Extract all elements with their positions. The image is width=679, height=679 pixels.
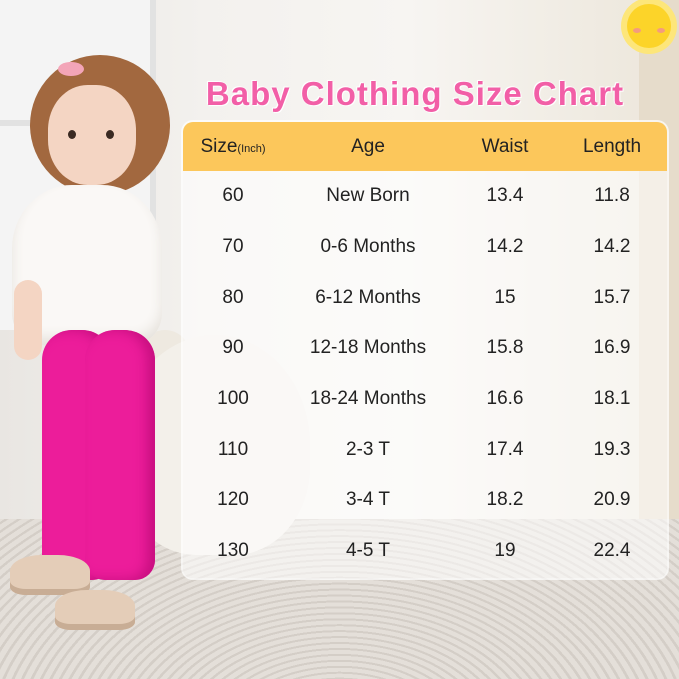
chart-title: Baby Clothing Size Chart [205, 75, 625, 112]
cell-length: 19.3 [593, 438, 631, 460]
cell-waist: 17.4 [486, 438, 524, 460]
table-row: 100 18-24 Months 16.6 18.1 [183, 374, 667, 425]
cell-length: 22.4 [593, 540, 631, 562]
cell-size: 90 [222, 337, 244, 359]
cell-waist: 18.2 [486, 489, 524, 511]
cell-size: 80 [222, 286, 244, 308]
cell-age: 12-18 Months [309, 337, 427, 359]
size-table: Size(Inch) Age Waist Length 60 New Born 13… [183, 122, 667, 578]
cell-age: 4-5 T [345, 540, 390, 562]
cell-age: New Born [326, 185, 410, 207]
cell-length: 15.7 [593, 286, 631, 308]
cell-waist: 15.8 [486, 337, 524, 359]
cell-age: 0-6 Months [320, 236, 416, 258]
cell-length: 20.9 [593, 489, 631, 511]
hair-bow [58, 62, 84, 76]
cell-age: 6-12 Months [315, 286, 421, 308]
cell-size: 100 [217, 388, 249, 410]
header-age: Age [351, 135, 385, 157]
cell-age: 2-3 T [345, 438, 390, 460]
cell-age: 18-24 Months [309, 388, 427, 410]
cell-size: 70 [222, 236, 244, 258]
shoe [55, 590, 135, 630]
cell-length: 18.1 [593, 388, 631, 410]
table-row: 110 2-3 T 17.4 19.3 [183, 424, 667, 475]
cell-length: 16.9 [593, 337, 631, 359]
table-header: Size(Inch) Age Waist Length [183, 122, 667, 171]
table-row: 120 3-4 T 18.2 20.9 [183, 475, 667, 526]
cell-size: 60 [222, 185, 244, 207]
cell-waist: 19 [494, 540, 516, 562]
header-size: Size(Inch) [200, 135, 266, 157]
cell-size: 130 [217, 540, 249, 562]
table-row: 130 4-5 T 19 22.4 [183, 526, 667, 577]
header-length: Length [582, 135, 642, 157]
cell-waist: 16.6 [486, 388, 524, 410]
cell-length: 11.8 [594, 185, 630, 207]
table-row: 70 0-6 Months 14.2 14.2 [183, 222, 667, 273]
cell-waist: 14.2 [486, 236, 524, 258]
shoe [10, 555, 90, 595]
table-row: 80 6-12 Months 15 15.7 [183, 272, 667, 323]
table-row: 90 12-18 Months 15.8 16.9 [183, 323, 667, 374]
cell-waist: 13.4 [486, 185, 524, 207]
cell-length: 14.2 [593, 236, 631, 258]
table-row: 60 New Born 13.4 11.8 [183, 171, 667, 222]
header-waist: Waist [481, 135, 529, 157]
cell-size: 120 [217, 489, 249, 511]
cell-age: 3-4 T [345, 489, 390, 511]
sun-icon [627, 4, 671, 48]
cell-size: 110 [217, 438, 249, 460]
cell-waist: 15 [494, 286, 516, 308]
